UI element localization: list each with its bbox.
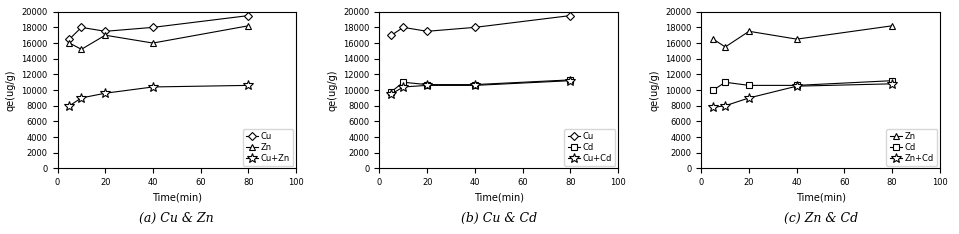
Legend: Cu, Zn, Cu+Zn: Cu, Zn, Cu+Zn [243,129,293,166]
Y-axis label: qe(ug/g): qe(ug/g) [6,69,16,111]
Cd [886,79,898,82]
Zn+Cd [886,82,898,85]
Line: Cu+Zn: Cu+Zn [64,80,253,111]
Cu [398,26,409,29]
Line: Zn: Zn [710,22,896,51]
Text: (c) Zn & Cd: (c) Zn & Cd [784,212,857,225]
Zn [743,30,755,33]
Zn [791,38,803,40]
Zn+Cd [708,106,719,109]
Cd [791,84,803,87]
Cd [421,83,433,86]
Cu [386,34,397,37]
Cd [469,83,480,86]
Cu [565,14,576,17]
Cu+Cd [469,84,480,87]
Cu [63,38,75,40]
Line: Zn: Zn [66,22,252,53]
Line: Cd: Cd [711,78,895,93]
Cu [421,30,433,33]
Cd [386,90,397,93]
Cd [398,81,409,84]
X-axis label: Time(min): Time(min) [474,193,524,203]
Zn [243,24,254,27]
X-axis label: Time(min): Time(min) [152,193,201,203]
Zn [719,46,731,48]
Cu+Zn [243,84,254,87]
Cd [719,81,731,84]
Zn+Cd [719,104,731,107]
Cu+Zn [63,104,75,107]
Cu+Cd [421,84,433,87]
Legend: Zn, Cd, Zn+Cd: Zn, Cd, Zn+Cd [886,129,937,166]
Zn+Cd [791,85,803,88]
Cd [708,89,719,91]
Text: (a) Cu & Zn: (a) Cu & Zn [139,212,214,225]
Cu+Cd [565,79,576,82]
Line: Cd: Cd [388,77,573,95]
Line: Zn+Cd: Zn+Cd [709,79,897,112]
Cu [243,14,254,17]
Zn [708,38,719,40]
Zn [100,34,111,37]
Line: Cu: Cu [67,13,251,42]
Cd [565,78,576,81]
Cu [147,26,158,29]
Zn [886,24,898,27]
Cu+Cd [386,93,397,95]
Zn [63,42,75,44]
Zn+Cd [743,96,755,99]
Text: (b) Cu & Cd: (b) Cu & Cd [460,212,537,225]
Y-axis label: qe(ug/g): qe(ug/g) [649,69,660,111]
Cu+Zn [76,96,87,99]
Zn [76,48,87,51]
Cu+Zn [147,86,158,88]
Cu+Zn [100,92,111,95]
Zn [147,42,158,44]
Line: Cu: Cu [388,13,573,38]
Cu [469,26,480,29]
Cu [76,26,87,29]
X-axis label: Time(min): Time(min) [796,193,846,203]
Cd [743,84,755,87]
Line: Cu+Cd: Cu+Cd [386,76,575,99]
Cu [100,30,111,33]
Legend: Cu, Cd, Cu+Cd: Cu, Cd, Cu+Cd [564,129,616,166]
Cu+Cd [398,86,409,88]
Y-axis label: qe(ug/g): qe(ug/g) [328,69,338,111]
